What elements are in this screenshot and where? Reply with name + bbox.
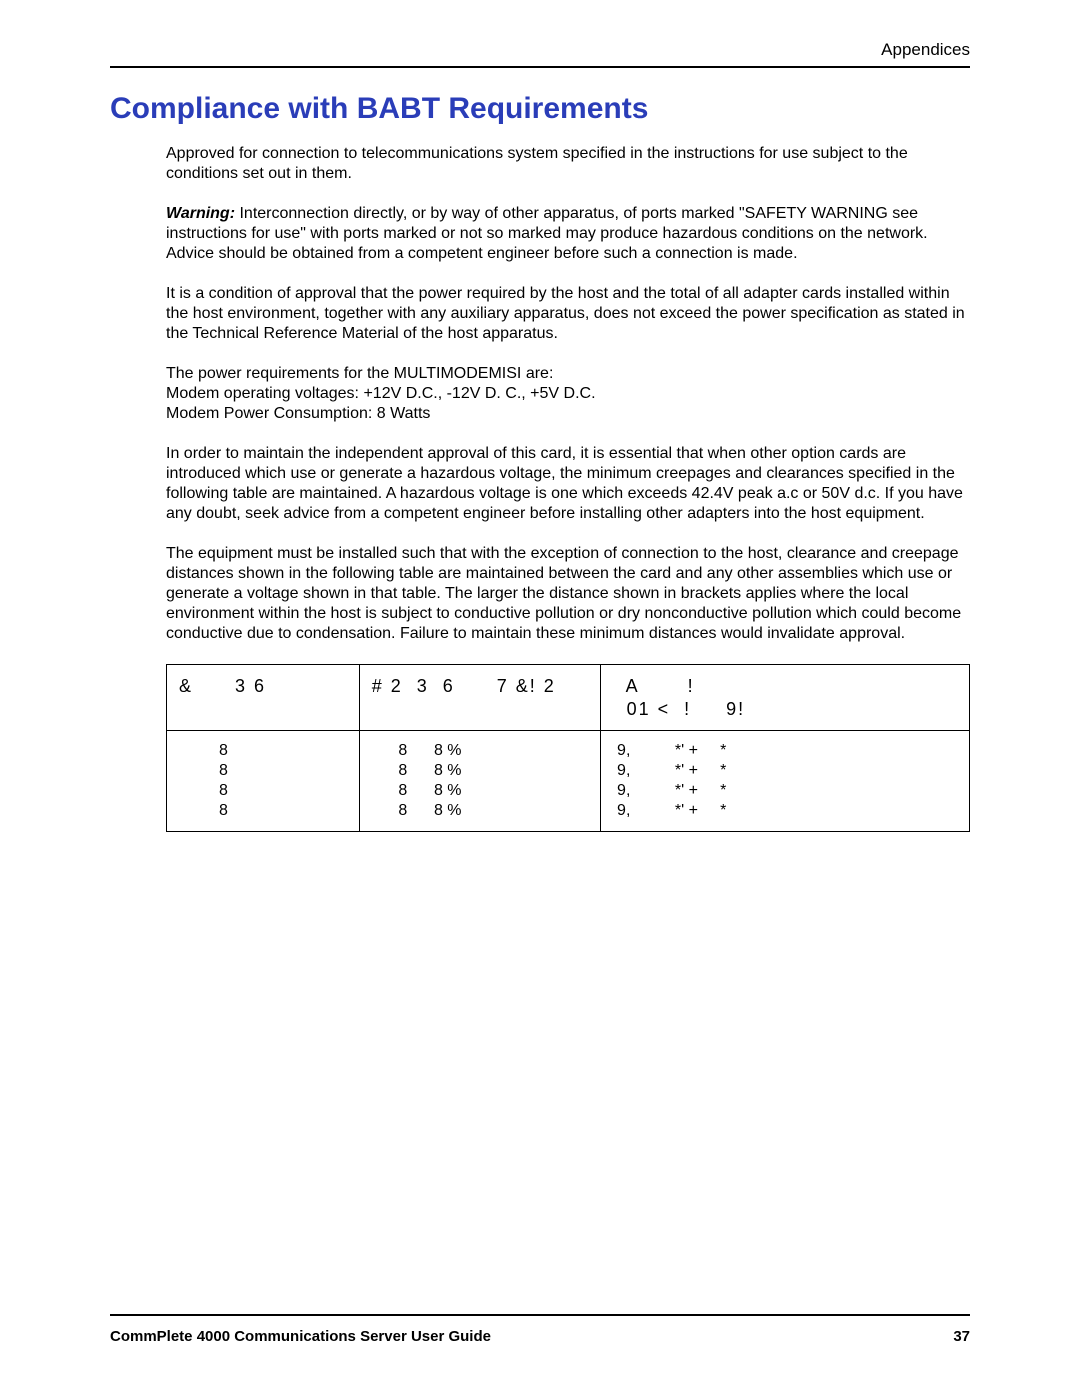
- warning-text: Interconnection directly, or by way of o…: [166, 205, 928, 262]
- footer-guide-title: CommPlete 4000 Communications Server Use…: [110, 1328, 491, 1345]
- power-req-line2: Modem operating voltages: +12V D.C., -12…: [166, 384, 970, 404]
- table-header-cell: A ! 01 < ! 9!: [600, 665, 969, 731]
- warning-label: Warning:: [166, 205, 235, 222]
- page-header: Appendices: [110, 40, 970, 68]
- table-row: 8 8 8 8 8 8 % 8 8 % 8 8 % 8 8 % 9, *' + …: [167, 731, 970, 832]
- table-header-cell: # 2 3 6 7 &! 2: [359, 665, 600, 731]
- footer-page-number: 37: [953, 1328, 970, 1345]
- body-content: Approved for connection to telecommunica…: [110, 144, 970, 832]
- section-label: Appendices: [881, 40, 970, 59]
- power-req-line3: Modem Power Consumption: 8 Watts: [166, 404, 970, 424]
- page-footer: CommPlete 4000 Communications Server Use…: [110, 1314, 970, 1345]
- table-cell: 9, *' + * 9, *' + * 9, *' + * 9, *' + *: [600, 731, 969, 832]
- clearance-table: & 3 6 # 2 3 6 7 &! 2 A ! 01 < ! 9! 8 8 8…: [166, 664, 970, 832]
- table-cell: 8 8 8 8: [167, 731, 360, 832]
- table-cell: 8 8 % 8 8 % 8 8 % 8 8 %: [359, 731, 600, 832]
- paragraph-approval: In order to maintain the independent app…: [166, 444, 970, 524]
- table-header-row: & 3 6 # 2 3 6 7 &! 2 A ! 01 < ! 9!: [167, 665, 970, 731]
- power-req-line1: The power requirements for the MULTIMODE…: [166, 364, 970, 384]
- paragraph-condition: It is a condition of approval that the p…: [166, 284, 970, 344]
- paragraph-intro: Approved for connection to telecommunica…: [166, 144, 970, 184]
- paragraph-installation: The equipment must be installed such tha…: [166, 544, 970, 644]
- table-header-cell: & 3 6: [167, 665, 360, 731]
- page-title: Compliance with BABT Requirements: [110, 92, 970, 126]
- paragraph-warning: Warning: Interconnection directly, or by…: [166, 204, 970, 264]
- power-requirements-block: The power requirements for the MULTIMODE…: [166, 364, 970, 424]
